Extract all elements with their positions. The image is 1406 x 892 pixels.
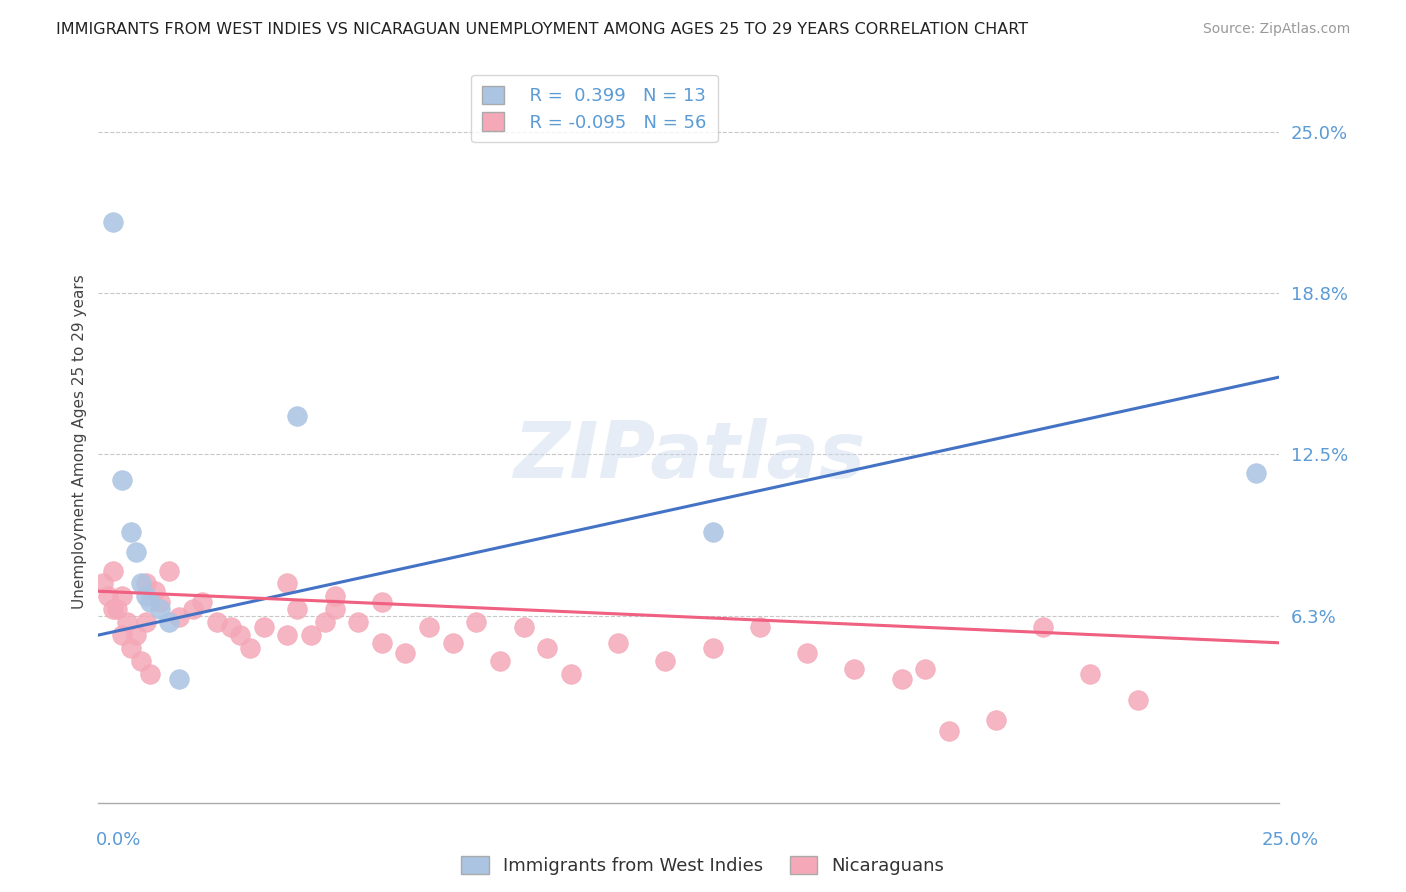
Point: [143, 584, 166, 599]
Text: Source: ZipAtlas.com: Source: ZipAtlas.com: [1202, 22, 1350, 37]
Point: [323, 590, 346, 604]
Point: [229, 628, 252, 642]
Point: [418, 620, 440, 634]
Point: [111, 473, 134, 487]
Y-axis label: Unemployment Among Ages 25 to 29 years: Unemployment Among Ages 25 to 29 years: [72, 274, 87, 609]
Point: [205, 615, 228, 630]
Point: [91, 576, 114, 591]
Point: [111, 590, 134, 604]
Point: [441, 636, 464, 650]
Point: [748, 620, 770, 634]
Point: [560, 666, 582, 681]
Point: [702, 524, 724, 539]
Point: [276, 628, 298, 642]
Point: [101, 215, 124, 229]
Point: [157, 615, 180, 630]
Point: [465, 615, 488, 630]
Point: [371, 594, 394, 608]
Point: [121, 524, 143, 539]
Point: [607, 636, 630, 650]
Point: [914, 662, 936, 676]
Point: [105, 602, 128, 616]
Legend: Immigrants from West Indies, Nicaraguans: Immigrants from West Indies, Nicaraguans: [454, 848, 952, 882]
Point: [890, 672, 912, 686]
Point: [702, 640, 724, 655]
Point: [129, 576, 152, 591]
Text: 0.0%: 0.0%: [96, 831, 141, 849]
Point: [371, 636, 394, 650]
Point: [844, 662, 866, 676]
Point: [97, 590, 120, 604]
Point: [139, 594, 162, 608]
Point: [239, 640, 262, 655]
Text: ZIPatlas: ZIPatlas: [513, 418, 865, 494]
Point: [512, 620, 534, 634]
Point: [299, 628, 322, 642]
Legend:   R =  0.399   N = 13,   R = -0.095   N = 56: R = 0.399 N = 13, R = -0.095 N = 56: [471, 75, 717, 143]
Point: [984, 713, 1007, 727]
Point: [654, 654, 676, 668]
Point: [139, 666, 162, 681]
Point: [101, 602, 124, 616]
Point: [347, 615, 370, 630]
Point: [111, 628, 134, 642]
Point: [167, 610, 190, 624]
Point: [536, 640, 558, 655]
Point: [135, 590, 157, 604]
Point: [1080, 666, 1102, 681]
Point: [149, 594, 172, 608]
Point: [938, 723, 960, 738]
Point: [157, 564, 180, 578]
Point: [285, 409, 308, 423]
Point: [253, 620, 276, 634]
Point: [1032, 620, 1054, 634]
Point: [1244, 466, 1267, 480]
Point: [125, 545, 148, 559]
Point: [323, 602, 346, 616]
Point: [135, 615, 157, 630]
Point: [285, 602, 308, 616]
Point: [181, 602, 204, 616]
Point: [1126, 692, 1149, 706]
Point: [167, 672, 190, 686]
Point: [489, 654, 512, 668]
Point: [135, 576, 157, 591]
Point: [314, 615, 336, 630]
Point: [149, 602, 172, 616]
Point: [115, 615, 138, 630]
Point: [191, 594, 214, 608]
Point: [219, 620, 242, 634]
Point: [121, 640, 143, 655]
Text: 25.0%: 25.0%: [1261, 831, 1319, 849]
Point: [101, 564, 124, 578]
Point: [129, 654, 152, 668]
Point: [796, 646, 818, 660]
Point: [276, 576, 298, 591]
Point: [394, 646, 416, 660]
Point: [125, 628, 148, 642]
Text: IMMIGRANTS FROM WEST INDIES VS NICARAGUAN UNEMPLOYMENT AMONG AGES 25 TO 29 YEARS: IMMIGRANTS FROM WEST INDIES VS NICARAGUA…: [56, 22, 1028, 37]
